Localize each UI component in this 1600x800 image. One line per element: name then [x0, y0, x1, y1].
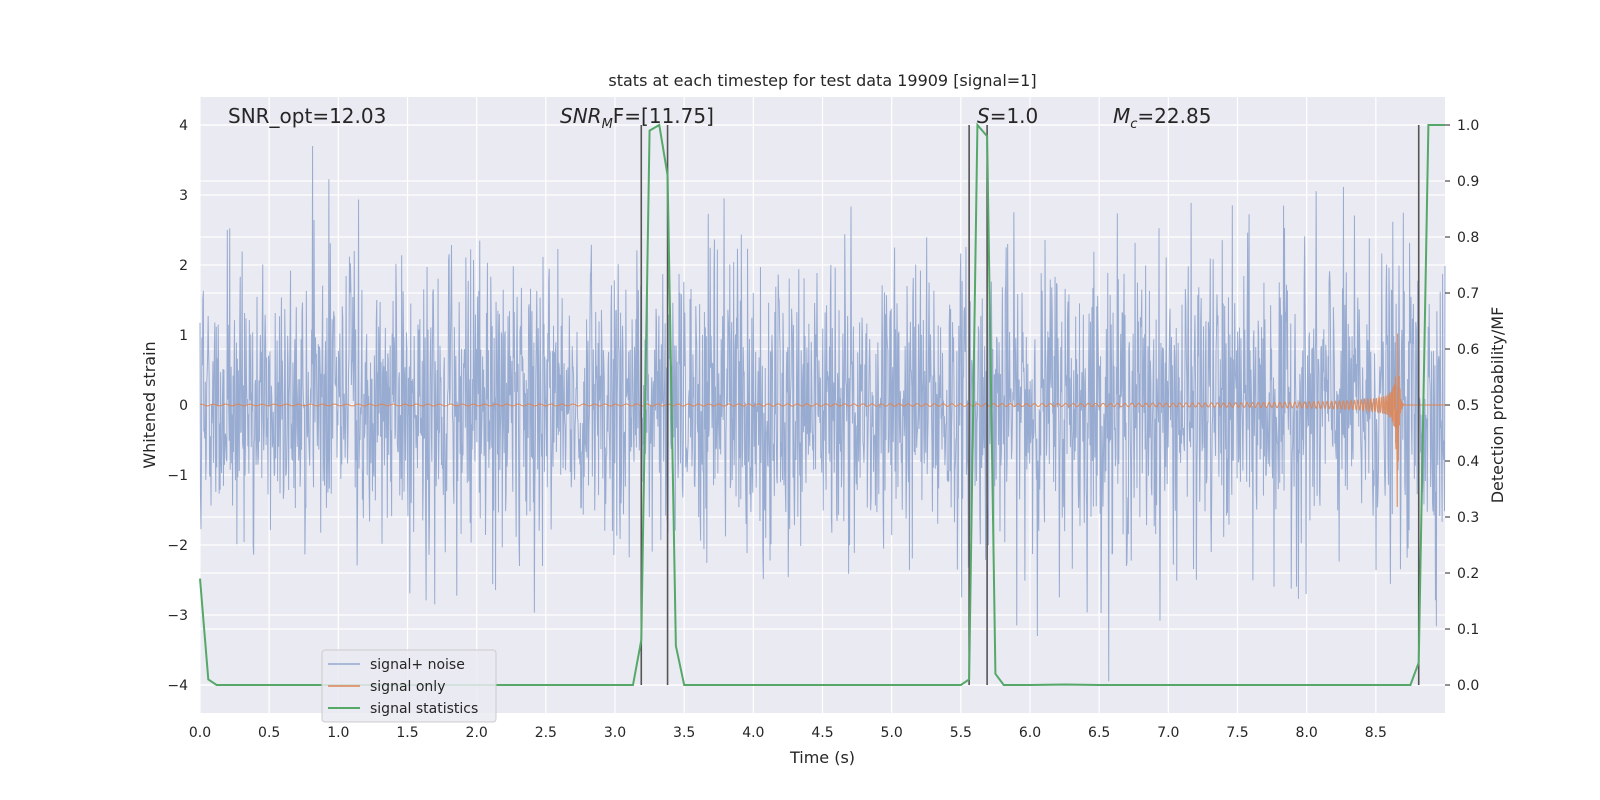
- annotation-snr-mf-rest: F=[11.75]: [613, 104, 714, 128]
- y-axis-label-left: Whitened strain: [140, 341, 159, 468]
- signal-line: [199, 333, 1445, 507]
- y-tick-label-left: −4: [167, 678, 188, 694]
- series-signal-noise: [199, 146, 1446, 682]
- y-tick-label-left: −1: [167, 468, 188, 484]
- noise-line: [199, 146, 1446, 682]
- x-axis-label: Time (s): [789, 748, 855, 767]
- legend: signal+ noise signal only signal statist…: [321, 649, 497, 723]
- y-tick-label-left: −2: [167, 538, 188, 554]
- y-tick-label-right: 0.0: [1457, 678, 1479, 694]
- legend-box: [321, 649, 497, 723]
- annotation-mc: Mc=22.85: [1113, 104, 1211, 132]
- x-tick-label: 7.0: [1157, 725, 1179, 741]
- annotation-snr-mf-main: SNR: [560, 104, 602, 128]
- y-tick-label-left: 2: [179, 258, 188, 274]
- annotation-snr-mf-sub: M: [602, 117, 613, 132]
- legend-label-signal-statistics: signal statistics: [370, 701, 478, 717]
- y-tick-label-left: −3: [167, 608, 188, 624]
- annotation-s-main: S: [977, 104, 990, 128]
- legend-label-signal-noise: signal+ noise: [370, 657, 465, 673]
- y-tick-label-right: 0.3: [1457, 510, 1479, 526]
- x-tick-label: 1.0: [327, 725, 349, 741]
- x-tick-label: 8.5: [1365, 725, 1387, 741]
- x-tick-label: 6.0: [1019, 725, 1041, 741]
- annotation-snr-opt: SNR_opt=12.03: [228, 104, 386, 128]
- y-tick-label-right: 0.7: [1457, 286, 1479, 302]
- y-tick-label-left: 4: [179, 118, 188, 134]
- annotation-snr-mf: SNRMF=[11.75]: [560, 104, 714, 132]
- y-tick-label-right: 0.2: [1457, 566, 1479, 582]
- x-tick-label: 4.0: [742, 725, 764, 741]
- annotation-s-rest: =1.0: [990, 104, 1039, 128]
- y-tick-label-right: 0.4: [1457, 454, 1479, 470]
- y-tick-label-left: 0: [179, 398, 188, 414]
- x-tick-label: 7.5: [1226, 725, 1248, 741]
- x-tick-label: 1.5: [396, 725, 418, 741]
- y-tick-label-right: 0.6: [1457, 342, 1479, 358]
- annotation-mc-sub: c: [1130, 117, 1137, 132]
- y-tick-label-right: 0.1: [1457, 622, 1479, 638]
- y-tick-label-right: 1.0: [1457, 118, 1479, 134]
- y-tick-label-right: 0.8: [1457, 230, 1479, 246]
- x-tick-label: 2.0: [466, 725, 488, 741]
- x-tick-label: 0.0: [189, 725, 211, 741]
- y-tick-label-right: 0.9: [1457, 174, 1479, 190]
- x-tick-label: 6.5: [1088, 725, 1110, 741]
- x-tick-label: 2.5: [535, 725, 557, 741]
- x-tick-label: 5.0: [881, 725, 903, 741]
- axis-ticks: 0.0 0.5 1.0 1.5 2.0 2.5 3.0 3.5 4.0 4.5 5.0 5.5 6.0 6…: [167, 118, 1479, 741]
- y-tick-label-left: 3: [179, 188, 188, 204]
- y-axis-label-right: Detection probability/MF: [1488, 307, 1507, 504]
- x-tick-label: 5.5: [950, 725, 972, 741]
- chart-title: stats at each timestep for test data 199…: [608, 71, 1036, 90]
- legend-label-signal-only: signal only: [370, 679, 445, 695]
- x-tick-label: 8.0: [1296, 725, 1318, 741]
- annotation-mc-main: M: [1113, 104, 1130, 128]
- series-signal-only: [199, 333, 1445, 507]
- x-tick-label: 0.5: [258, 725, 280, 741]
- y-tick-label-left: 1: [179, 328, 188, 344]
- annotation-s: S=1.0: [977, 104, 1038, 128]
- annotation-mc-rest: =22.85: [1137, 104, 1211, 128]
- x-tick-label: 3.5: [673, 725, 695, 741]
- x-tick-label: 3.0: [604, 725, 626, 741]
- y-tick-label-right: 0.5: [1457, 398, 1479, 414]
- x-tick-label: 4.5: [811, 725, 833, 741]
